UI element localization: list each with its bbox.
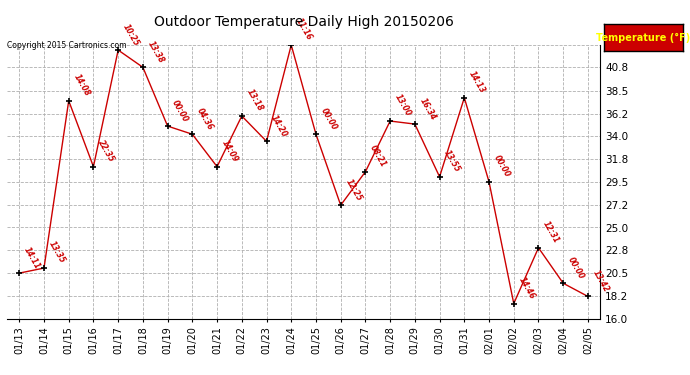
Text: 04:36: 04:36 xyxy=(195,106,215,132)
Point xyxy=(261,138,272,144)
Text: 14:13: 14:13 xyxy=(467,70,487,95)
Point xyxy=(236,113,247,119)
Point xyxy=(384,118,395,124)
Text: 14:08: 14:08 xyxy=(72,73,91,98)
Point xyxy=(558,280,569,286)
Point xyxy=(582,294,593,300)
Text: 13:00: 13:00 xyxy=(393,93,413,118)
Text: 12:25: 12:25 xyxy=(344,177,363,203)
Text: 14:11: 14:11 xyxy=(22,245,42,270)
Text: 13:55: 13:55 xyxy=(442,149,462,174)
Text: 11:16: 11:16 xyxy=(294,17,314,42)
Point xyxy=(187,131,198,137)
Point xyxy=(286,42,297,48)
Point xyxy=(509,300,520,306)
Text: 14:20: 14:20 xyxy=(269,113,289,138)
Point xyxy=(459,95,470,101)
Point xyxy=(360,169,371,175)
Point xyxy=(112,47,124,53)
Text: 10:25: 10:25 xyxy=(121,22,141,47)
Point xyxy=(63,98,75,104)
Text: Copyright 2015 Cartronics.com: Copyright 2015 Cartronics.com xyxy=(7,41,126,50)
Point xyxy=(409,121,420,127)
Text: 16:34: 16:34 xyxy=(417,96,437,121)
Text: 08:21: 08:21 xyxy=(368,144,388,169)
Point xyxy=(212,164,223,170)
Point xyxy=(162,123,173,129)
Text: 14:09: 14:09 xyxy=(220,139,239,164)
Text: 13:35: 13:35 xyxy=(47,240,66,265)
Text: 13:18: 13:18 xyxy=(244,88,264,113)
Point xyxy=(14,270,25,276)
Point xyxy=(310,131,322,137)
Point xyxy=(39,265,50,271)
Point xyxy=(88,164,99,170)
Point xyxy=(137,64,148,70)
Text: 13:38: 13:38 xyxy=(146,39,166,64)
Text: 22:35: 22:35 xyxy=(96,139,116,164)
Text: 00:00: 00:00 xyxy=(566,255,586,280)
Text: 00:00: 00:00 xyxy=(170,98,190,123)
Text: 00:00: 00:00 xyxy=(492,154,511,179)
Point xyxy=(533,245,544,251)
Point xyxy=(335,202,346,208)
Text: 13:42: 13:42 xyxy=(591,268,611,294)
Text: Outdoor Temperature Daily High 20150206: Outdoor Temperature Daily High 20150206 xyxy=(154,15,453,29)
Text: 14:46: 14:46 xyxy=(517,276,536,301)
Text: Temperature (°F): Temperature (°F) xyxy=(596,33,690,42)
Point xyxy=(434,174,445,180)
Text: 12:31: 12:31 xyxy=(541,220,561,245)
Point xyxy=(484,179,495,185)
Text: 00:00: 00:00 xyxy=(319,106,339,132)
